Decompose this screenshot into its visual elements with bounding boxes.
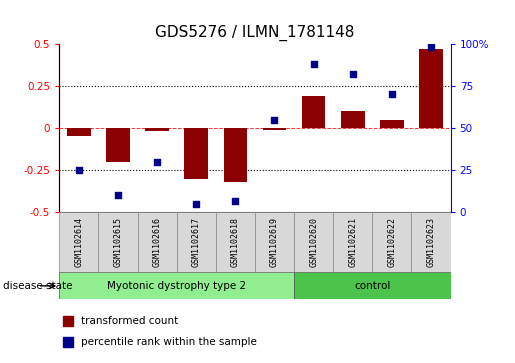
- Bar: [224, 128, 247, 182]
- Text: GSM1102623: GSM1102623: [426, 217, 436, 267]
- Bar: [106, 128, 130, 162]
- Text: GSM1102615: GSM1102615: [113, 217, 123, 267]
- Bar: [216, 212, 255, 272]
- Text: GSM1102619: GSM1102619: [270, 217, 279, 267]
- Text: percentile rank within the sample: percentile rank within the sample: [81, 337, 256, 347]
- Bar: [63, 316, 73, 326]
- Bar: [294, 272, 451, 299]
- Point: [231, 197, 239, 203]
- Bar: [419, 49, 443, 128]
- Bar: [59, 272, 294, 299]
- Text: transformed count: transformed count: [81, 316, 178, 326]
- Bar: [263, 128, 286, 130]
- Title: GDS5276 / ILMN_1781148: GDS5276 / ILMN_1781148: [155, 25, 355, 41]
- Point: [153, 159, 161, 165]
- Bar: [138, 212, 177, 272]
- Point: [270, 117, 279, 122]
- Bar: [59, 212, 98, 272]
- Bar: [333, 212, 372, 272]
- Point: [388, 91, 396, 97]
- Point: [75, 167, 83, 173]
- Text: GSM1102620: GSM1102620: [309, 217, 318, 267]
- Bar: [411, 212, 451, 272]
- Bar: [380, 119, 404, 128]
- Text: GSM1102614: GSM1102614: [74, 217, 83, 267]
- Point: [310, 61, 318, 67]
- Text: control: control: [354, 281, 390, 291]
- Bar: [63, 337, 73, 347]
- Bar: [341, 111, 365, 128]
- Bar: [98, 212, 138, 272]
- Point: [114, 192, 122, 198]
- Point: [427, 44, 435, 50]
- Bar: [177, 212, 216, 272]
- Bar: [294, 212, 333, 272]
- Bar: [372, 212, 411, 272]
- Bar: [302, 96, 325, 128]
- Text: GSM1102618: GSM1102618: [231, 217, 240, 267]
- Text: GSM1102622: GSM1102622: [387, 217, 397, 267]
- Point: [349, 71, 357, 77]
- Text: GSM1102621: GSM1102621: [348, 217, 357, 267]
- Text: GSM1102616: GSM1102616: [152, 217, 162, 267]
- Bar: [184, 128, 208, 179]
- Bar: [255, 212, 294, 272]
- Bar: [67, 128, 91, 136]
- Text: disease state: disease state: [3, 281, 72, 291]
- Point: [192, 201, 200, 207]
- Text: Myotonic dystrophy type 2: Myotonic dystrophy type 2: [107, 281, 246, 291]
- Bar: [145, 128, 169, 131]
- Text: GSM1102617: GSM1102617: [192, 217, 201, 267]
